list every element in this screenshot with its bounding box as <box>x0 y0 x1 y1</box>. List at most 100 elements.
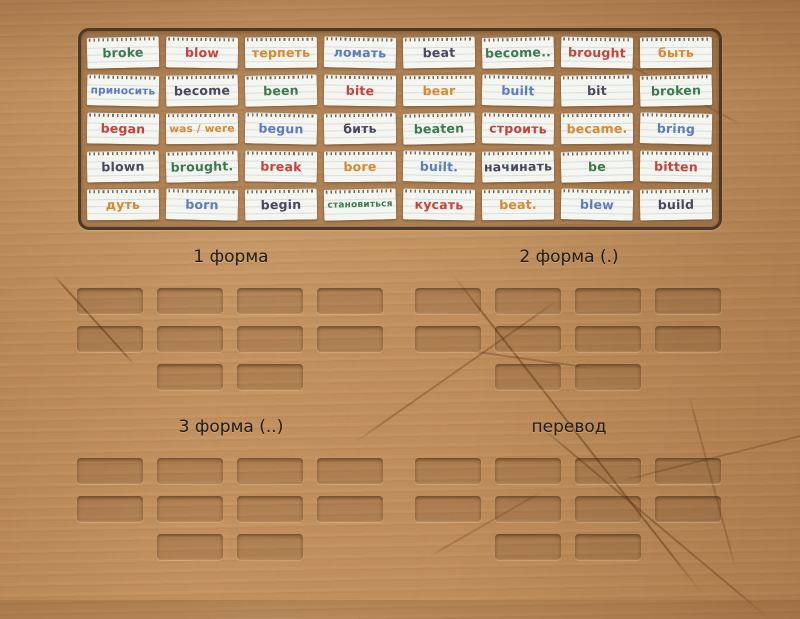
empty-slot[interactable] <box>157 364 223 390</box>
empty-slot[interactable] <box>655 326 721 352</box>
slot-area <box>415 288 723 390</box>
word-card[interactable]: blow <box>165 36 239 69</box>
word-card[interactable]: приносить <box>86 74 160 107</box>
word-card[interactable]: bring <box>639 112 713 145</box>
slot-row <box>157 364 385 390</box>
word-card[interactable]: built <box>481 74 555 107</box>
word-card[interactable]: began <box>86 112 160 145</box>
empty-slot[interactable] <box>317 288 383 314</box>
empty-slot[interactable] <box>575 458 641 484</box>
word-card[interactable]: строить <box>481 112 555 145</box>
word-card[interactable]: beat. <box>481 188 555 221</box>
empty-slot[interactable] <box>415 326 481 352</box>
empty-slot[interactable] <box>317 326 383 352</box>
empty-slot[interactable] <box>317 458 383 484</box>
empty-slot[interactable] <box>415 288 481 314</box>
word-card[interactable]: bitten <box>639 150 713 183</box>
slot-area <box>77 288 385 390</box>
word-card-label: быть <box>657 45 695 61</box>
slot-row <box>495 534 723 560</box>
word-card[interactable]: bear <box>402 74 476 107</box>
word-card[interactable]: становиться <box>323 188 397 221</box>
empty-slot[interactable] <box>237 364 303 390</box>
empty-slot[interactable] <box>495 288 561 314</box>
word-card[interactable]: was / were <box>165 112 239 145</box>
word-card[interactable]: begin <box>244 188 318 221</box>
empty-slot[interactable] <box>157 534 223 560</box>
empty-slot[interactable] <box>575 288 641 314</box>
group-form-3: 3 форма (..) <box>77 416 385 572</box>
slot-row <box>415 326 723 352</box>
word-card[interactable]: build <box>639 188 713 221</box>
empty-slot[interactable] <box>157 496 223 522</box>
word-card[interactable]: built. <box>402 150 476 183</box>
word-card[interactable]: became. <box>560 112 634 145</box>
word-card[interactable]: терпеть <box>244 36 318 69</box>
empty-slot[interactable] <box>575 496 641 522</box>
word-card-label: built. <box>419 158 459 175</box>
word-card[interactable]: broken <box>639 74 713 107</box>
empty-slot[interactable] <box>237 534 303 560</box>
word-card-label: bite <box>345 83 375 99</box>
word-card-label: bear <box>422 83 456 99</box>
empty-slot[interactable] <box>77 458 143 484</box>
word-card[interactable]: broke <box>86 36 160 69</box>
word-card[interactable]: бить <box>323 112 397 145</box>
word-card-label: broken <box>650 82 702 99</box>
empty-slot[interactable] <box>575 364 641 390</box>
word-card[interactable]: been <box>244 74 318 107</box>
empty-slot[interactable] <box>655 496 721 522</box>
word-card[interactable]: brought. <box>165 150 239 183</box>
word-card[interactable]: bore <box>323 150 397 183</box>
empty-slot[interactable] <box>317 496 383 522</box>
word-card[interactable]: дуть <box>86 188 160 221</box>
word-card[interactable]: beat <box>402 36 476 69</box>
empty-slot[interactable] <box>495 496 561 522</box>
word-card[interactable]: brought <box>560 36 634 69</box>
word-card[interactable]: ломать <box>323 36 397 69</box>
slot-area <box>415 458 723 560</box>
empty-slot[interactable] <box>495 364 561 390</box>
empty-slot[interactable] <box>237 288 303 314</box>
empty-slot[interactable] <box>655 288 721 314</box>
word-card-label: начинать <box>483 158 553 175</box>
word-card[interactable]: bit <box>560 74 634 107</box>
word-card[interactable]: become.. <box>481 36 555 69</box>
empty-slot[interactable] <box>415 496 481 522</box>
empty-slot[interactable] <box>495 326 561 352</box>
empty-slot[interactable] <box>495 534 561 560</box>
word-card[interactable]: кусать <box>402 188 476 221</box>
word-card-label: blow <box>184 44 220 61</box>
word-card[interactable]: beaten <box>402 112 476 145</box>
word-card-label: broke <box>102 44 144 61</box>
word-card[interactable]: быть <box>639 36 713 69</box>
word-card[interactable]: become <box>165 74 239 107</box>
slot-row <box>77 326 385 352</box>
word-card-label: beaten <box>413 120 465 137</box>
word-card-label: кусать <box>414 196 464 213</box>
empty-slot[interactable] <box>237 496 303 522</box>
empty-slot[interactable] <box>77 326 143 352</box>
empty-slot[interactable] <box>77 496 143 522</box>
word-card[interactable]: break <box>244 150 318 183</box>
word-card[interactable]: bite <box>323 74 397 107</box>
word-card[interactable]: be <box>560 150 634 183</box>
empty-slot[interactable] <box>157 288 223 314</box>
empty-slot[interactable] <box>77 288 143 314</box>
empty-slot[interactable] <box>655 458 721 484</box>
empty-slot[interactable] <box>157 326 223 352</box>
empty-slot[interactable] <box>575 326 641 352</box>
word-card[interactable]: blew <box>560 188 634 221</box>
empty-slot[interactable] <box>157 458 223 484</box>
word-card-label: bitten <box>653 158 698 175</box>
empty-slot[interactable] <box>575 534 641 560</box>
word-card[interactable]: born <box>165 188 239 221</box>
empty-slot[interactable] <box>495 458 561 484</box>
group-label: 2 форма (.) <box>519 247 619 267</box>
empty-slot[interactable] <box>415 458 481 484</box>
empty-slot[interactable] <box>237 458 303 484</box>
empty-slot[interactable] <box>237 326 303 352</box>
word-card[interactable]: начинать <box>481 150 555 183</box>
word-card[interactable]: blown <box>86 150 160 183</box>
word-card[interactable]: begun <box>244 112 318 145</box>
